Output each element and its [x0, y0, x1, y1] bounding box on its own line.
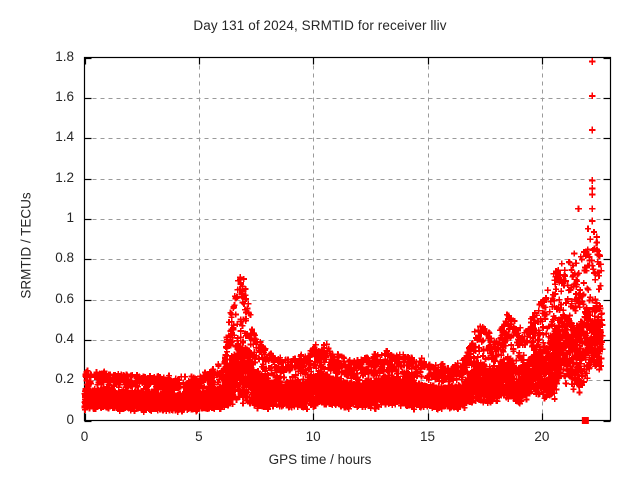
y-tick-label: 1.6	[30, 89, 74, 104]
y-tick-label: 0.4	[30, 331, 74, 346]
chart-title: Day 131 of 2024, SRMTID for receiver lli…	[0, 18, 640, 33]
x-tick-label: 5	[179, 429, 219, 444]
y-tick-label: 1.4	[30, 129, 74, 144]
x-tick-label: 10	[293, 429, 333, 444]
y-tick-label: 0.6	[30, 291, 74, 306]
y-tick-label: 0.8	[30, 250, 74, 265]
y-tick-label: 0	[30, 412, 74, 427]
special-marker	[582, 417, 589, 424]
y-tick-label: 1	[30, 210, 74, 225]
y-tick-label: 0.2	[30, 371, 74, 386]
x-axis-label: GPS time / hours	[0, 452, 640, 467]
x-tick-label: 15	[408, 429, 448, 444]
y-tick-label: 1.2	[30, 170, 74, 185]
x-tick-label: 20	[522, 429, 562, 444]
y-tick-label: 1.8	[30, 49, 74, 64]
data-points	[81, 58, 605, 424]
x-tick-label: 0	[65, 429, 105, 444]
